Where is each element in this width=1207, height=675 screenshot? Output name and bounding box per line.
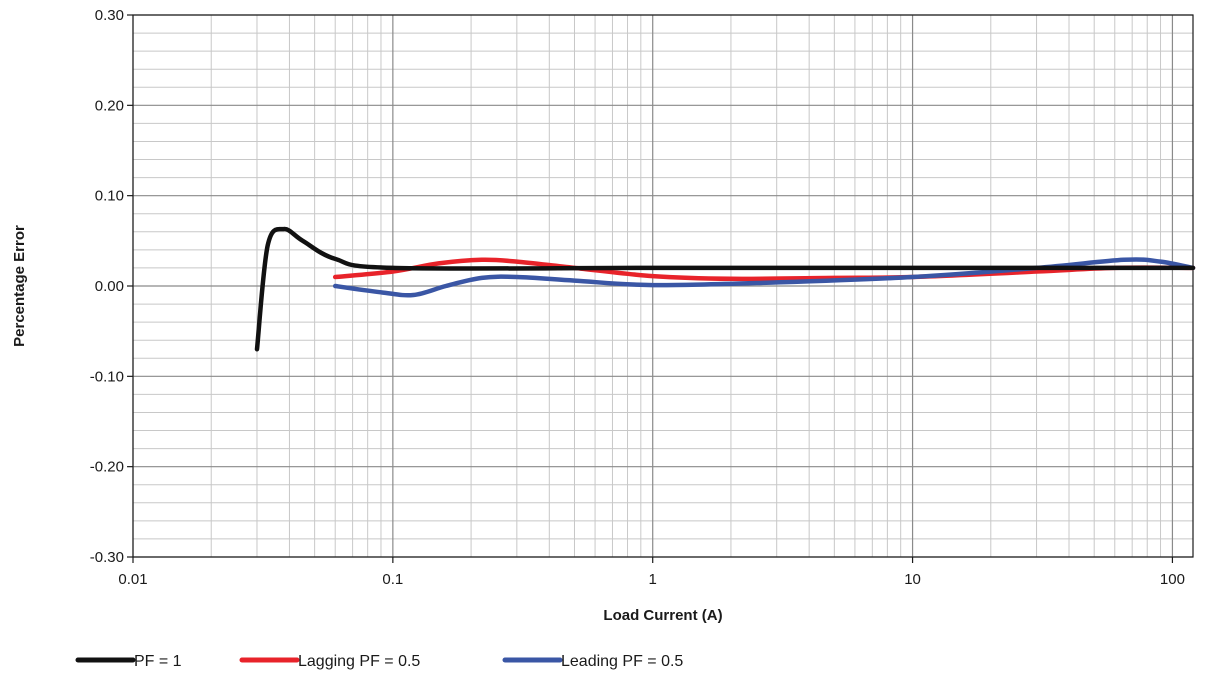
legend-item: Lagging PF = 0.5	[239, 653, 420, 670]
legend-label: Leading PF = 0.5	[561, 653, 683, 670]
legend: PF = 1 Lagging PF = 0.5 Leading PF = 0.5	[75, 653, 683, 670]
legend-label: PF = 1	[134, 653, 182, 670]
y-axis-ticks: 0.30 0.20 0.10 0.00 -0.10 -0.20 -0.30	[90, 7, 133, 566]
y-tick-label: -0.10	[90, 368, 124, 385]
series-layer	[254, 226, 1196, 352]
x-tick-label: 1	[649, 571, 657, 588]
legend-label: Lagging PF = 0.5	[298, 653, 420, 670]
series-line-leading-pf-0-5	[332, 257, 1196, 298]
y-tick-label: 0.00	[95, 278, 124, 295]
y-tick-label: 0.20	[95, 97, 124, 114]
y-tick-label: 0.30	[95, 7, 124, 24]
x-axis-ticks: 0.01 0.1 1 10 100	[118, 557, 1185, 588]
x-tick-label: 0.1	[382, 571, 403, 588]
legend-item: Leading PF = 0.5	[502, 653, 683, 670]
y-tick-label: -0.20	[90, 459, 124, 476]
legend-item: PF = 1	[75, 653, 182, 670]
y-tick-label: -0.30	[90, 549, 124, 566]
x-tick-label: 0.01	[118, 571, 147, 588]
x-tick-label: 100	[1160, 571, 1185, 588]
series-line-lagging-pf-0-5	[332, 257, 1196, 282]
series-line-pf-1	[254, 226, 1196, 352]
y-axis-title: Percentage Error	[11, 225, 28, 347]
x-axis-title: Load Current (A)	[603, 607, 722, 624]
x-tick-label: 10	[904, 571, 921, 588]
y-tick-label: 0.10	[95, 188, 124, 205]
